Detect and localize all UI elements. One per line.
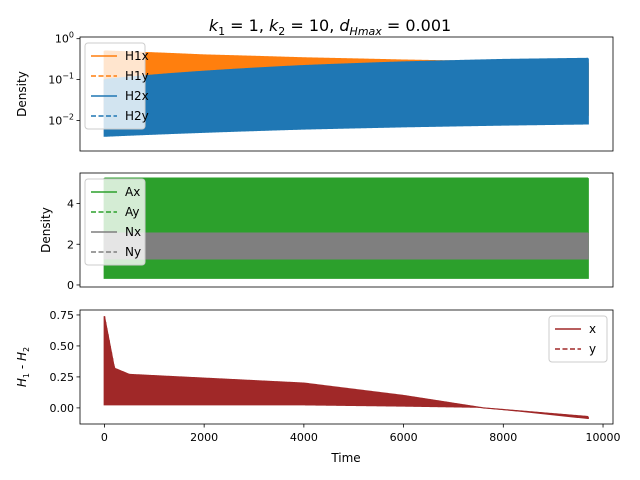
panel-difference: 0.00 0.25 0.50 0.75 H1 - H2 xy <box>15 309 614 425</box>
band-diff <box>103 316 589 420</box>
y-tick-label: 0.25 <box>50 371 75 384</box>
legend-box <box>84 42 146 130</box>
panel-hosts-legend: H1x H1y H2x H2y <box>84 42 149 130</box>
legend-label-y: y <box>589 342 596 356</box>
x-axis-label: Time <box>330 451 360 465</box>
band-diff-upper-edge <box>103 316 589 418</box>
panel-hosts-ylabel: Density <box>15 71 29 117</box>
y-tick-label: 10−2 <box>48 113 74 128</box>
panel-hosts-frame <box>79 36 614 152</box>
band-N <box>103 233 589 260</box>
legend-label-H1y: H1y <box>125 69 149 83</box>
panel-difference-plot-area <box>103 316 589 420</box>
y-tick-label: 0.50 <box>50 340 75 353</box>
panel-densities-ylabel: Density <box>39 207 53 253</box>
y-tick-label: 0.00 <box>50 402 75 415</box>
panel-densities-y-ticks: 0 2 4 <box>67 198 80 292</box>
panel-densities-legend: Ax Ay Nx Ny <box>84 178 146 266</box>
legend-label-Ny: Ny <box>125 245 141 259</box>
x-tick-label: 4000 <box>290 431 318 444</box>
y-tick-label: 0.75 <box>50 309 75 322</box>
legend-label-H1x: H1x <box>125 49 149 63</box>
panel-densities-plot-area <box>103 177 589 279</box>
y-tick-label: 2 <box>67 238 74 251</box>
legend-box <box>548 315 608 363</box>
panel-difference-legend: xy <box>548 315 608 363</box>
panel-difference-y-ticks: 0.00 0.25 0.50 0.75 <box>50 309 80 415</box>
legend-label-Nx: Nx <box>125 225 141 239</box>
panel-densities-frame <box>79 172 614 288</box>
band-H2-upper-edge <box>104 57 589 81</box>
x-tick-label: 10000 <box>586 431 621 444</box>
x-tick-label: 6000 <box>390 431 418 444</box>
legend-label-H2y: H2y <box>125 109 149 123</box>
y-tick-label: 100 <box>55 31 74 46</box>
x-tick-label: 8000 <box>489 431 517 444</box>
y-tick-label: 4 <box>67 198 74 211</box>
y-tick-label: 0 <box>67 279 74 292</box>
legend-label-Ay: Ay <box>125 205 140 219</box>
legend-label-Ax: Ax <box>125 185 140 199</box>
x-tick-label: 0 <box>101 431 108 444</box>
panel-hosts-plot-area <box>103 50 589 137</box>
legend-label-H2x: H2x <box>125 89 149 103</box>
panel-difference-frame <box>79 309 614 425</box>
x-tick-label: 2000 <box>190 431 218 444</box>
panel-difference-ylabel: H1 - H2 <box>15 347 31 387</box>
panel-hosts-y-ticks: 10−2 10−1 100 <box>48 31 80 128</box>
panel-densities: 0 2 4 Density Ax Ay Nx Ny <box>39 172 614 292</box>
panel-hosts: 10−2 10−1 100 Density H1x H1y H2x H2y <box>15 31 614 152</box>
legend-label-x: x <box>589 322 596 336</box>
band-A <box>103 178 589 279</box>
legend-box <box>84 178 146 266</box>
y-tick-label: 10−1 <box>48 72 74 87</box>
chart-title: k1 = 1, k2 = 10, dHmax = 0.001 <box>209 16 451 38</box>
x-axis-ticks: 0 2000 4000 6000 8000 10000 <box>101 424 621 444</box>
